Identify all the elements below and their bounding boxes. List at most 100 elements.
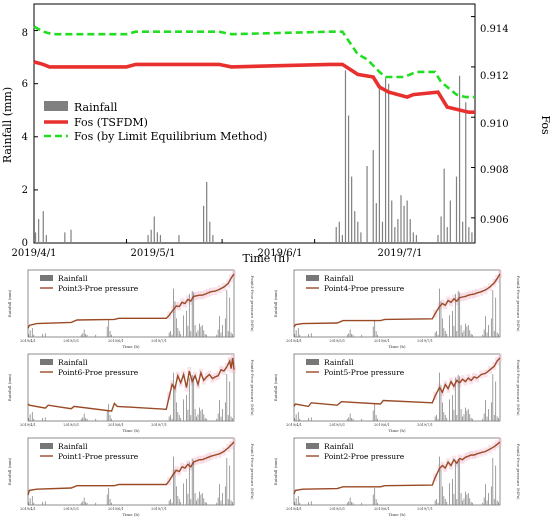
rainfall-bar (381, 221, 384, 243)
legend-pressure-label: Point2-Proe pressure (324, 452, 405, 461)
rainfall-bar (203, 330, 205, 337)
rainfall-bar (462, 416, 463, 421)
rainfall-bar (171, 334, 173, 337)
sub-x-tick: 2019/6/1 (374, 423, 390, 427)
rainfall-bar (230, 332, 232, 337)
rainfall-bar (465, 323, 466, 337)
rainfall-bar (197, 498, 199, 505)
rainfall-bar (28, 502, 30, 505)
sub-y-left-label: Rainfall (mm) (273, 289, 278, 317)
rainfall-bar (456, 499, 458, 505)
legend-rainfall-label: Rainfall (58, 274, 88, 283)
legend-pressure-label: Point3-Proe pressure (58, 284, 139, 293)
rainfall-bar (470, 502, 472, 505)
rainfall-bar (454, 293, 456, 337)
rainfall-bar (469, 414, 471, 421)
rainfall-bar (437, 334, 439, 337)
rainfall-bar (436, 331, 438, 337)
rainfall-bar (204, 502, 206, 505)
legend-rainfall-label: Rainfall (324, 274, 354, 283)
rainfall-bar (29, 330, 31, 337)
legend-rainfall-swatch (40, 443, 53, 449)
sub-x-tick: 2019/4/1 (20, 507, 36, 511)
rainfall-bar (188, 377, 190, 421)
rainfall-bar (187, 409, 189, 421)
rainfall-bar (459, 460, 461, 505)
rainfall-bar (409, 219, 411, 243)
rainfall-bar (186, 310, 187, 337)
sub-x-tick: 2019/5/1 (329, 339, 345, 343)
rainfall-bar (453, 493, 455, 505)
sub-y-right-label: Point1-Proe pressure (MPa) (250, 443, 255, 500)
legend-rainfall-label: Rainfall (58, 358, 88, 367)
rainfall-bar (170, 499, 172, 505)
rainfall-bar (490, 402, 492, 421)
rainfall-bar (201, 493, 203, 505)
rainfall-bar (153, 216, 155, 243)
rainfall-bar (468, 227, 470, 243)
rainfall-bar (493, 331, 495, 337)
rainfall-bar (219, 400, 220, 421)
rainfall-bar (177, 496, 179, 505)
rainfall-bar (86, 502, 88, 505)
rainfall-bar (173, 288, 174, 337)
pressure-line (293, 357, 501, 408)
rainfall-bar (294, 502, 296, 505)
rainfall-bar (498, 418, 499, 421)
rainfall-bar (199, 407, 200, 421)
rainfall-bar (496, 500, 498, 505)
rainfall-bar (216, 502, 218, 505)
rainfall-bar (483, 329, 485, 337)
rainfall-bar (224, 318, 226, 337)
rainfall-bar (449, 315, 450, 337)
rainfall-bar (229, 297, 231, 337)
sub-y-right-label: Point4-Proe pressure (MPa) (516, 275, 521, 332)
rainfall-bar (106, 494, 108, 505)
rainfall-bar (335, 227, 337, 243)
rainfall-bar (82, 417, 84, 421)
rainfall-bar (463, 498, 465, 505)
rainfall-bar (465, 491, 466, 505)
rainfall-bar (190, 499, 192, 505)
rainfall-bar (217, 497, 219, 505)
rainfall-bar (444, 499, 446, 505)
rainfall-bar (191, 458, 193, 505)
rainfall-bar (346, 418, 348, 421)
sub-x-tick: 2019/5/1 (63, 423, 79, 427)
sub-y-right-label: Point5-Proe pressure (MPa) (516, 359, 521, 416)
rainfall-bar (467, 493, 469, 505)
rainfall-bar (200, 326, 202, 337)
rainfall-bar (377, 502, 378, 505)
legend-rainfall-swatch (306, 359, 319, 365)
rainfall-bar (457, 374, 459, 421)
rainfall-bar (446, 502, 448, 505)
rainfall-bar (80, 418, 82, 421)
sub-y-left-label: Rainfall (mm) (7, 457, 12, 485)
rainfall-bar (457, 458, 459, 505)
rainfall-bar (29, 414, 31, 421)
rainfall-bar (496, 332, 498, 337)
rainfall-bar (175, 486, 177, 505)
y-right-tick: 0.910 (480, 119, 509, 130)
rainfall-bar (175, 318, 177, 337)
rainfall-bar (458, 75, 461, 243)
rainfall-bar (42, 502, 43, 505)
rainfall-bar (346, 334, 348, 337)
legend-rainfall-label: Rainfall (324, 358, 354, 367)
rainfall-bar (443, 328, 445, 337)
rainfall-bar (361, 502, 363, 505)
sub-y-right-label: Point2-Proe pressure (MPa) (516, 443, 521, 500)
rainfall-bar (230, 500, 232, 505)
y-right-tick: 0.914 (480, 24, 509, 35)
rainfall-bar (310, 501, 312, 505)
rainfall-bar (452, 394, 453, 421)
rainfall-bar (440, 301, 442, 337)
rainfall-bar (453, 325, 455, 337)
rainfall-bar (178, 331, 180, 337)
rainfall-bar (108, 403, 110, 421)
rainfall-bar (204, 334, 206, 337)
rainfall-bar (446, 227, 448, 243)
sub-y-left-label: Rainfall (mm) (273, 457, 278, 485)
rainfall-bar (111, 418, 112, 421)
